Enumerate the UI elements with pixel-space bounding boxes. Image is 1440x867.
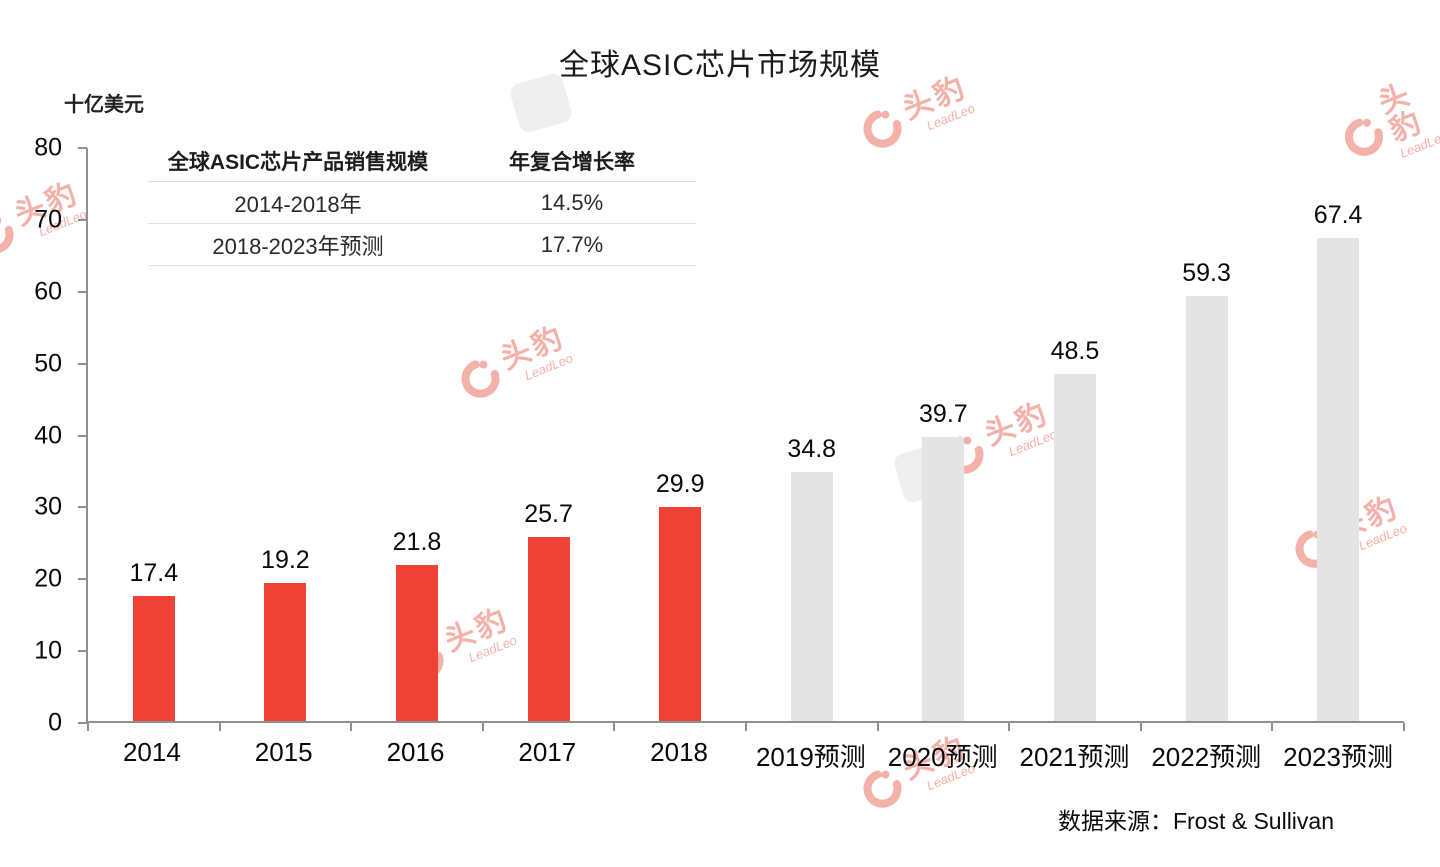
x-axis-tick-mark xyxy=(87,723,89,731)
leadleo-watermark: 头豹 LeadLeo xyxy=(855,71,977,159)
y-axis-tick-mark xyxy=(78,290,87,293)
x-axis-tick-mark xyxy=(1139,723,1142,731)
y-axis-tick-label: 80 xyxy=(34,133,62,162)
cagr-table-row: 2014-2018年 14.5% xyxy=(148,182,696,224)
bar-2016 xyxy=(395,564,438,721)
bar-group-2018: 29.9 xyxy=(614,148,746,721)
x-axis-tick-mark xyxy=(876,723,879,731)
bar-group-2020预测: 39.7 xyxy=(878,148,1010,721)
bar-series: 17.4 19.2 21.8 25.7 29.9 34.8 39.7 48.5 59.3 67.4 xyxy=(88,148,1404,721)
bar-value-label: 19.2 xyxy=(261,546,310,575)
bar-value-label: 59.3 xyxy=(1182,259,1231,288)
y-axis-tick-mark xyxy=(78,218,87,221)
x-axis-label-2019预测: 2019预测 xyxy=(755,742,866,772)
bar-2019预测 xyxy=(790,471,833,721)
bar-group-2017: 25.7 xyxy=(483,148,615,721)
x-axis-label-2018: 2018 xyxy=(650,737,708,767)
cagr-header-scale: 全球ASIC芯片产品销售规模 xyxy=(167,150,429,174)
bar-group-2022预测: 59.3 xyxy=(1141,148,1273,721)
y-axis-tick-label: 20 xyxy=(34,564,62,593)
x-axis-tick-mark xyxy=(1403,723,1405,731)
x-axis-label-2014: 2014 xyxy=(122,737,181,767)
bar-value-label: 34.8 xyxy=(787,434,837,463)
bar-2017 xyxy=(527,536,570,721)
y-axis-tick-label: 50 xyxy=(34,349,62,378)
y-axis-tick-label: 60 xyxy=(34,277,62,306)
bar-2015 xyxy=(264,583,307,721)
bar-value-label: 29.9 xyxy=(655,469,705,498)
bar-2020预测 xyxy=(922,436,965,721)
cagr-rate: 17.7% xyxy=(540,231,604,257)
cagr-table-header-row: 全球ASIC芯片产品销售规模 年复合增长率 xyxy=(148,140,696,182)
y-axis-tick-label: 0 xyxy=(48,708,62,737)
bar-value-label: 25.7 xyxy=(524,499,573,528)
y-axis-tick-label: 30 xyxy=(34,492,62,521)
cagr-header-rate: 年复合增长率 xyxy=(509,150,635,174)
bar-group-2014: 17.4 xyxy=(88,148,220,721)
bar-group-2021预测: 48.5 xyxy=(1009,148,1141,721)
bar-value-label: 21.8 xyxy=(392,527,442,556)
cagr-table-row: 2018-2023年预测 17.7% xyxy=(148,224,696,266)
y-axis-tick-mark xyxy=(78,362,87,365)
y-axis-tick-label: 40 xyxy=(34,421,62,449)
y-axis-tick-label: 70 xyxy=(34,205,62,234)
x-axis-tick-mark xyxy=(1271,723,1274,731)
bar-2023预测 xyxy=(1317,238,1360,721)
x-axis-tick-mark xyxy=(745,723,747,731)
x-axis-label-2021预测: 2021预测 xyxy=(1019,742,1130,772)
cagr-table: 全球ASIC芯片产品销售规模 年复合增长率 2014-2018年 14.5% 2… xyxy=(148,140,696,266)
bar-2018 xyxy=(659,506,702,721)
x-axis-tick-mark xyxy=(613,723,616,731)
x-axis-labels: 2014 2015 2016 2017 2018 2019预测 2020预测 2021预测 20… xyxy=(86,737,1404,774)
bar-group-2019预测: 34.8 xyxy=(746,148,878,721)
cagr-rate: 14.5% xyxy=(540,189,604,215)
cagr-period: 2014-2018年 xyxy=(234,191,362,217)
bar-group-2015: 19.2 xyxy=(220,148,352,721)
bar-2014 xyxy=(132,596,175,721)
bar-value-label: 39.7 xyxy=(919,399,968,428)
y-axis-tick-mark xyxy=(78,722,87,724)
y-axis-tick-mark xyxy=(78,650,87,653)
watermark-brand-en: LeadLeo xyxy=(924,100,977,134)
data-source-note: 数据来源：Frost & Sullivan xyxy=(1057,808,1334,834)
bar-group-2023预测: 67.4 xyxy=(1272,148,1404,721)
y-axis-tick-label: 10 xyxy=(34,636,62,665)
y-axis-tick-mark xyxy=(78,147,87,149)
bar-2022预测 xyxy=(1185,296,1228,721)
y-axis-tick-mark xyxy=(78,434,87,437)
x-axis-tick-mark xyxy=(1008,723,1011,731)
cagr-period: 2018-2023年预测 xyxy=(212,233,384,259)
x-axis-tick-mark xyxy=(218,723,221,731)
plot-area: 17.4 19.2 21.8 25.7 29.9 34.8 39.7 48.5 59.3 67.4 xyxy=(86,148,1405,731)
x-axis-label-2022预测: 2022预测 xyxy=(1151,742,1262,772)
x-axis-label-2015: 2015 xyxy=(254,737,313,767)
y-axis-tick-mark xyxy=(78,506,87,509)
y-axis: 0 10 20 30 40 50 60 70 80 xyxy=(0,134,87,737)
y-axis-tick-mark xyxy=(78,578,87,581)
chart-title: 全球ASIC芯片市场规模 xyxy=(558,49,882,82)
bar-value-label: 17.4 xyxy=(129,559,179,588)
x-axis-label-2020预测: 2020预测 xyxy=(887,742,998,772)
bar-value-label: 48.5 xyxy=(1050,336,1100,365)
x-axis-tick-mark xyxy=(350,723,353,731)
x-axis-label-2017: 2017 xyxy=(518,737,577,767)
bar-2021预测 xyxy=(1053,373,1096,721)
x-axis-label-2023预测: 2023预测 xyxy=(1283,742,1393,772)
x-axis-tick-mark xyxy=(481,723,484,731)
x-axis-label-2016: 2016 xyxy=(386,737,445,767)
bar-value-label: 67.4 xyxy=(1313,201,1363,230)
y-axis-unit-label: 十亿美元 xyxy=(64,94,144,116)
